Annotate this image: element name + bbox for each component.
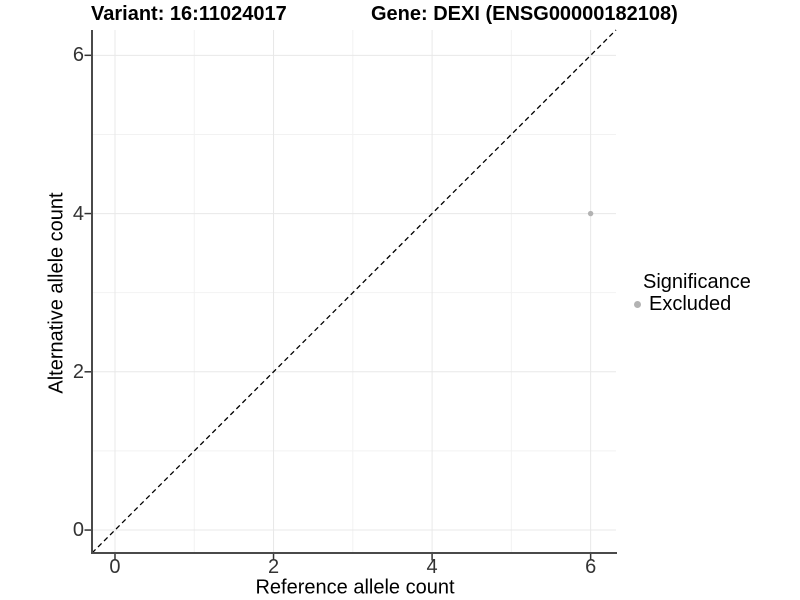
legend-point-icon: [634, 300, 641, 308]
y-tick-label: 0: [72, 519, 84, 542]
identity-dashed-line: [91, 29, 617, 554]
legend: Significance Excluded: [631, 271, 751, 315]
x-tick-label: 2: [267, 556, 280, 578]
y-tick-label: 2: [72, 360, 84, 383]
variant-title: Variant: 16:11024017: [91, 3, 287, 25]
x-tick-label: 6: [585, 556, 597, 578]
legend-item-label: Excluded: [649, 292, 732, 315]
x-tick-label: 0: [109, 556, 121, 578]
y-tick-label: 6: [72, 44, 84, 67]
legend-item-excluded: Excluded: [631, 292, 751, 315]
data-point: [587, 210, 594, 217]
gene-title: Gene: DEXI (ENSG00000182108): [371, 3, 678, 25]
x-tick-label: 4: [426, 556, 438, 578]
x-axis-title: Reference allele count: [255, 576, 455, 599]
legend-title: Significance: [643, 271, 751, 293]
y-tick-label: 4: [72, 202, 84, 225]
